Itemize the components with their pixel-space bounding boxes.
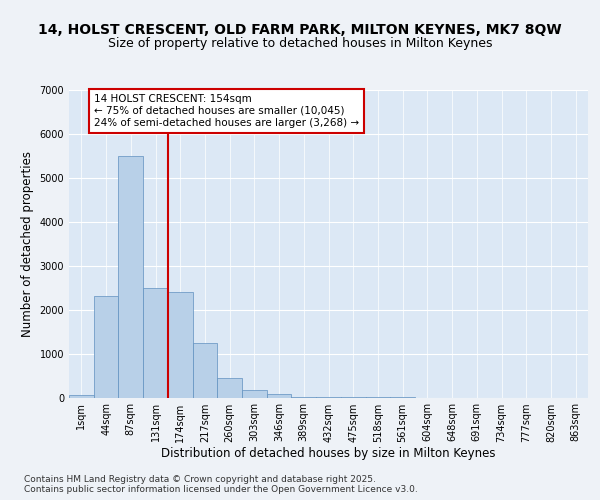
Text: 14 HOLST CRESCENT: 154sqm
← 75% of detached houses are smaller (10,045)
24% of s: 14 HOLST CRESCENT: 154sqm ← 75% of detac… [94, 94, 359, 128]
Text: Contains HM Land Registry data © Crown copyright and database right 2025.
Contai: Contains HM Land Registry data © Crown c… [24, 475, 418, 494]
Bar [267, 394, 292, 398]
Bar [69, 395, 94, 398]
Bar [217, 378, 242, 398]
Bar [242, 390, 267, 398]
Text: Size of property relative to detached houses in Milton Keynes: Size of property relative to detached ho… [108, 38, 492, 51]
Text: 14, HOLST CRESCENT, OLD FARM PARK, MILTON KEYNES, MK7 8QW: 14, HOLST CRESCENT, OLD FARM PARK, MILTO… [38, 22, 562, 36]
Y-axis label: Number of detached properties: Number of detached properties [21, 151, 34, 337]
Bar [94, 296, 118, 398]
Bar [193, 342, 217, 398]
Bar [168, 292, 193, 398]
Bar [292, 396, 316, 398]
X-axis label: Distribution of detached houses by size in Milton Keynes: Distribution of detached houses by size … [161, 448, 496, 460]
Bar [118, 156, 143, 398]
Bar [143, 288, 168, 398]
